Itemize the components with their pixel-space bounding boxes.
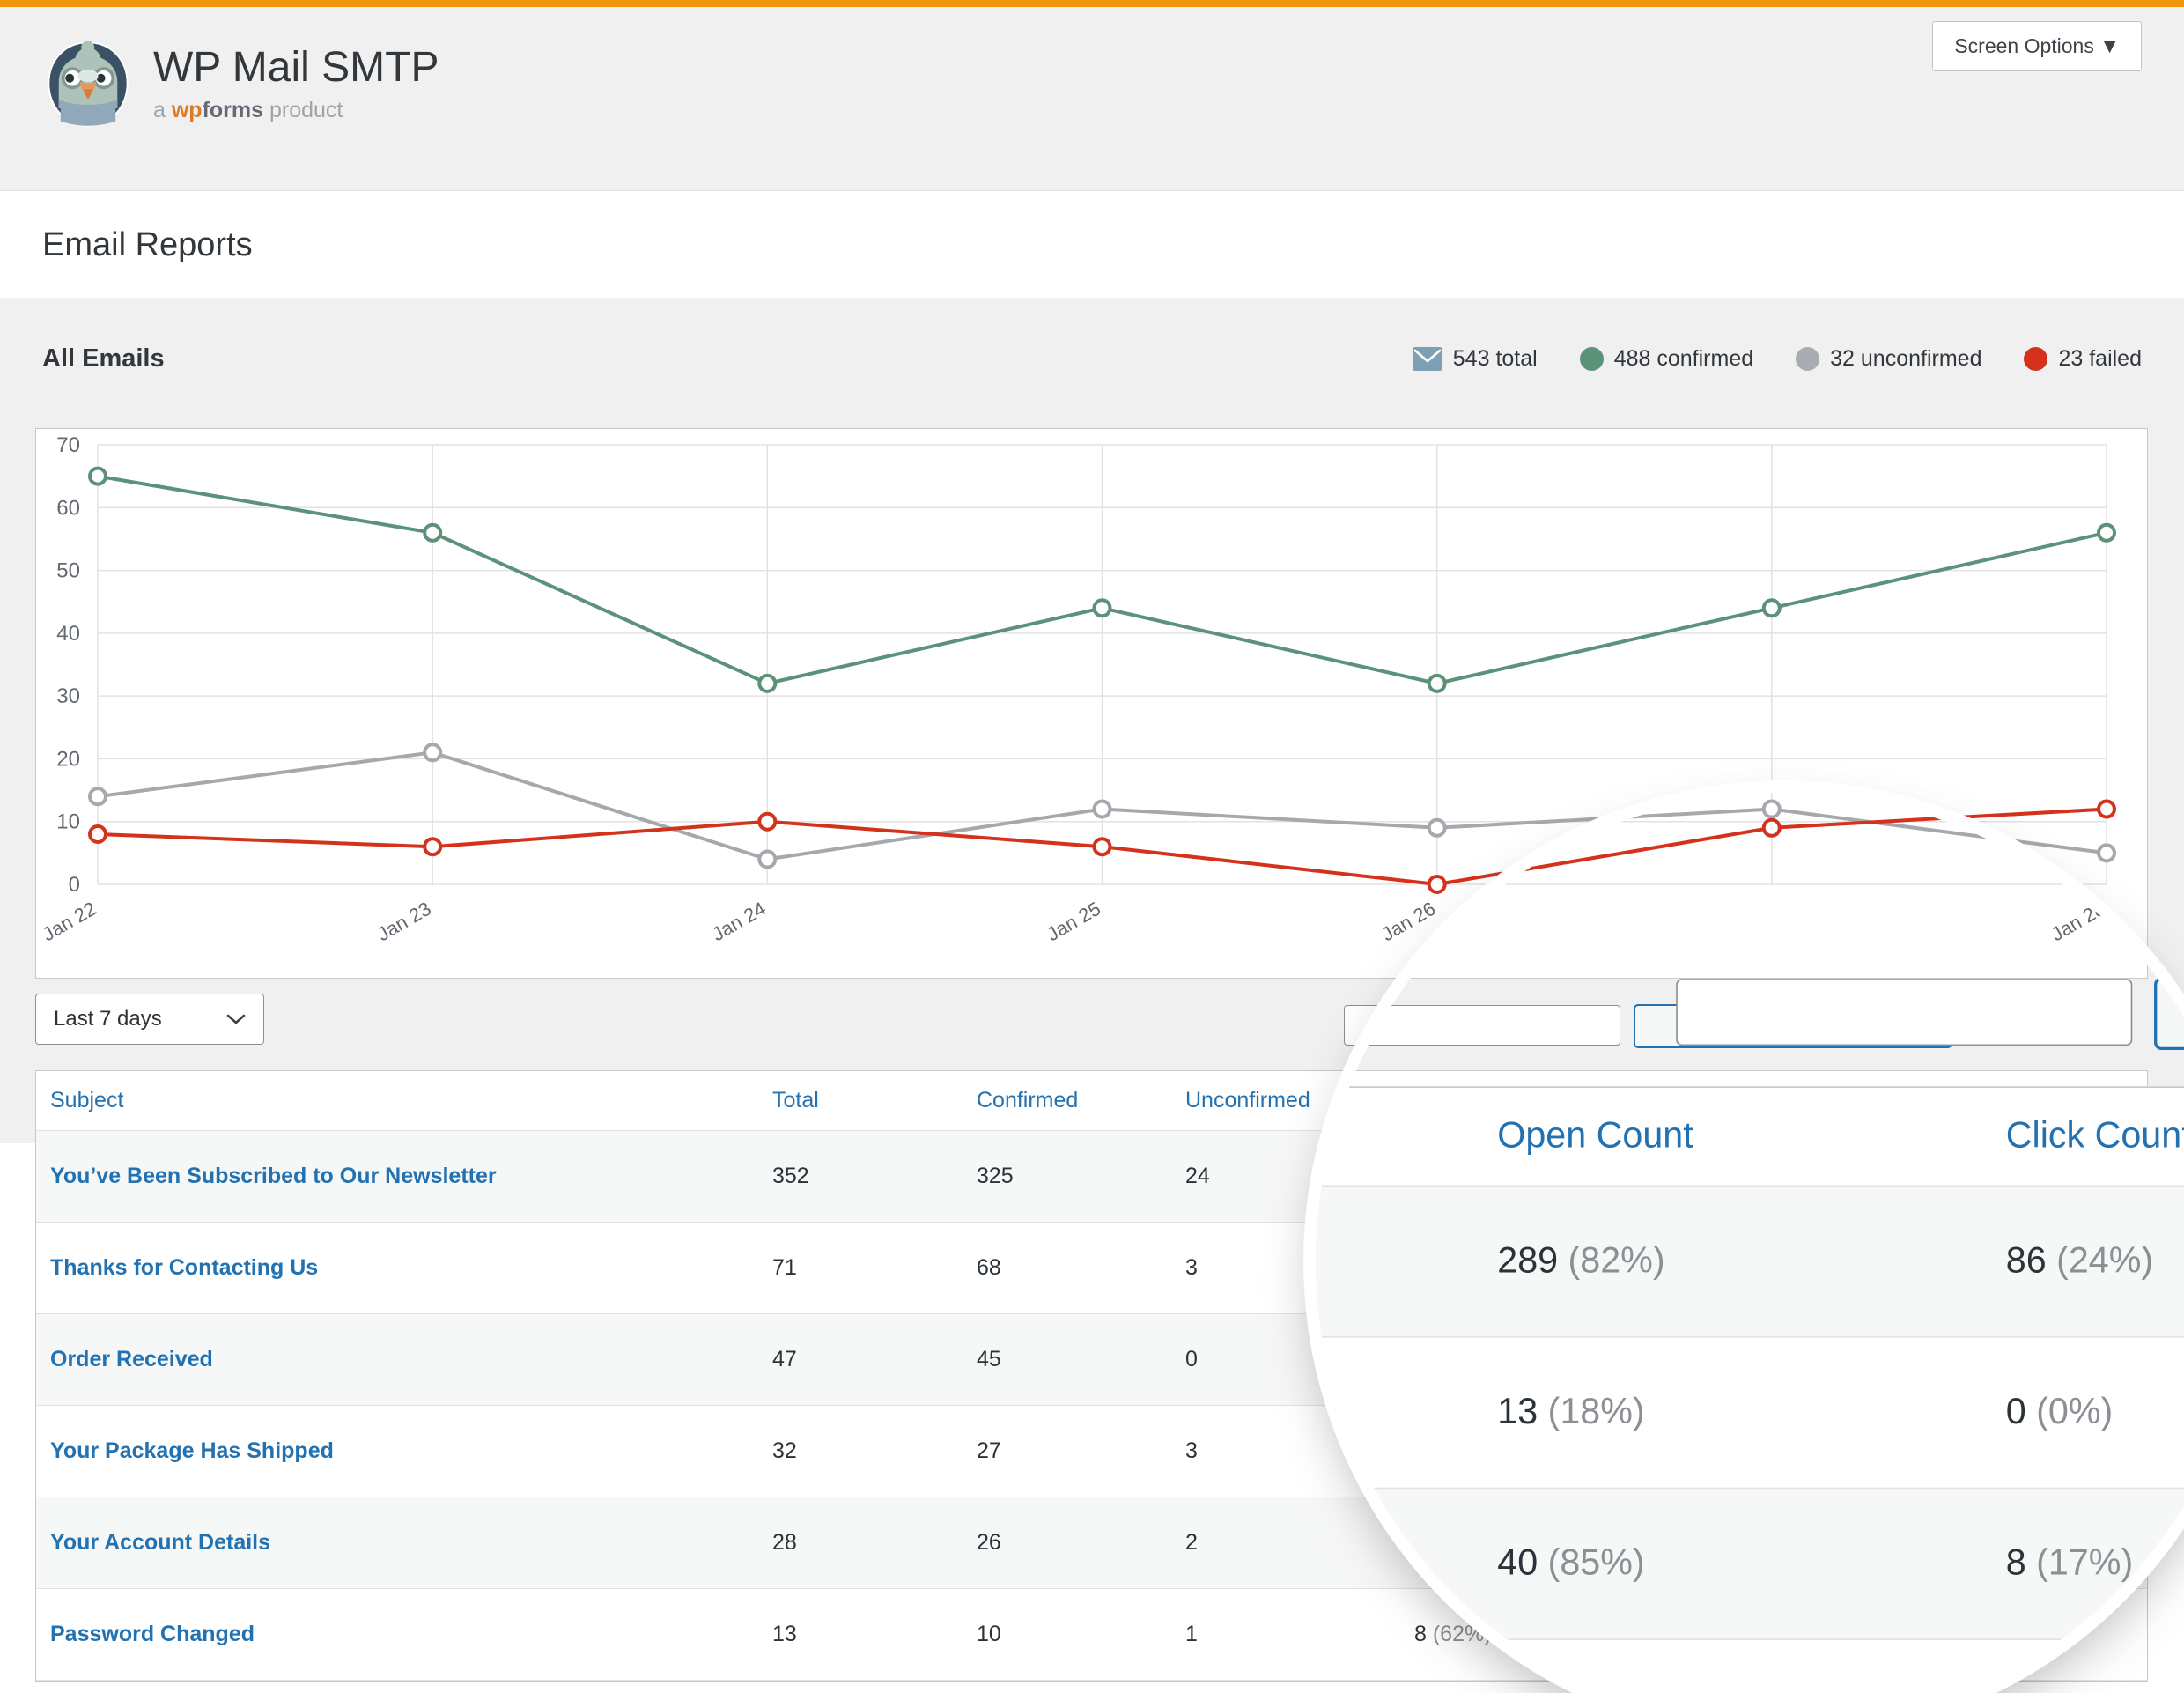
svg-text:0: 0 <box>69 873 80 897</box>
svg-text:60: 60 <box>56 496 80 520</box>
svg-text:Jan 25: Jan 25 <box>1043 898 1104 946</box>
svg-text:40: 40 <box>56 622 80 646</box>
svg-text:70: 70 <box>56 433 80 457</box>
svg-text:30: 30 <box>56 684 80 708</box>
svg-text:50: 50 <box>56 559 80 583</box>
svg-text:Jan 24: Jan 24 <box>708 898 770 946</box>
svg-text:Jan 22: Jan 22 <box>39 898 100 946</box>
svg-text:Jan 23: Jan 23 <box>373 898 435 946</box>
svg-text:20: 20 <box>56 747 80 771</box>
svg-text:10: 10 <box>56 810 80 834</box>
